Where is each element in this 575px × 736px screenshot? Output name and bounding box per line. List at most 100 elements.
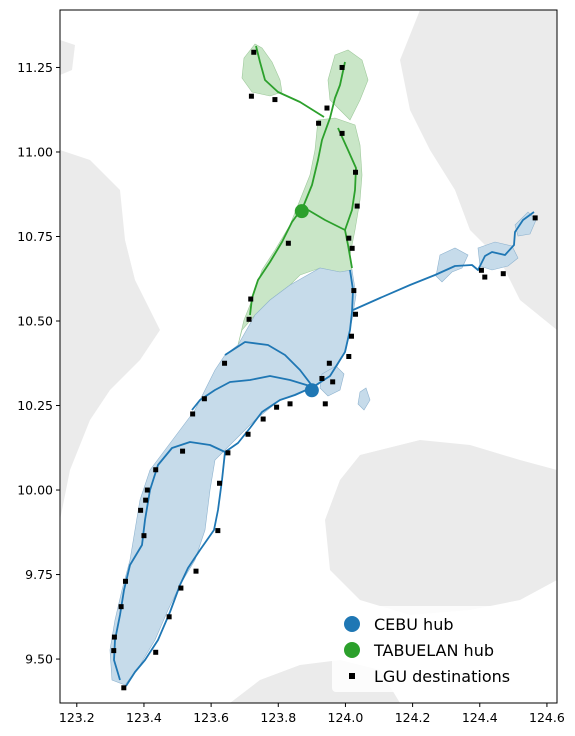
y-axis: 9.50 9.75 10.00 10.25 10.50 10.75 11.00 11.25: [17, 60, 60, 667]
camotes-islands: [435, 247, 469, 283]
lgu-destination-marker: [354, 203, 360, 209]
y-tick-label: 10.75: [17, 229, 53, 244]
lgu-destination-marker: [217, 480, 223, 486]
legend-cebu-marker: [344, 616, 360, 632]
lgu-destination-marker: [478, 267, 484, 273]
legend-lgu-marker: [349, 673, 355, 679]
legend-item-lgu: LGU destinations: [344, 664, 510, 688]
lgu-destination-marker: [141, 533, 147, 539]
lgu-destination-marker: [353, 311, 359, 317]
x-tick-label: 124.6: [529, 710, 565, 725]
lgu-destination-marker: [353, 169, 359, 175]
lgu-destination-marker: [153, 467, 159, 473]
lgu-destination-marker: [118, 604, 124, 610]
lgu-destination-marker: [285, 240, 291, 246]
cebu-route-camotes: [352, 211, 535, 311]
x-tick-label: 123.8: [260, 710, 296, 725]
lgu-destination-marker: [482, 274, 488, 280]
legend-lgu-label: LGU destinations: [374, 666, 511, 686]
lgu-destination-marker: [330, 379, 336, 385]
lgu-destination-marker: [111, 648, 117, 654]
lgu-destination-marker: [248, 93, 254, 99]
lgu-destination-marker: [222, 360, 228, 366]
lgu-destination-marker: [348, 333, 354, 339]
x-tick-label: 123.2: [59, 710, 95, 725]
lgu-destination-marker: [316, 120, 322, 126]
lgu-destination-marker: [178, 585, 184, 591]
negros-island: [60, 150, 160, 520]
hubs: [294, 204, 319, 398]
lgu-destination-marker: [532, 215, 538, 221]
lgu-destination-marker: [166, 614, 172, 620]
lgu-destination-marker: [251, 49, 257, 55]
y-tick-label: 10.50: [17, 314, 53, 329]
lgu-destination-marker: [193, 568, 199, 574]
tabuelan-north-east-lobe: [327, 49, 369, 121]
legend: CEBU hub TABUELAN hub LGU destinations: [332, 606, 548, 692]
x-tick-label: 124.0: [328, 710, 364, 725]
x-axis: 123.2 123.4 123.6 123.8 124.0 124.2 124.4 124.6: [59, 703, 565, 725]
camotes-east: [477, 241, 519, 271]
lgu-destination-marker: [245, 431, 251, 437]
lgu-destination-marker: [272, 97, 278, 103]
legend-tabuelan-marker: [344, 642, 360, 658]
lgu-destination-marker: [500, 271, 506, 277]
lgu-destination-marker: [144, 487, 150, 493]
lgu-destination-marker: [111, 634, 117, 640]
tabuelan-route-east: [302, 127, 357, 231]
y-tick-label: 11.25: [17, 60, 53, 75]
cebu-main-body: [109, 267, 357, 686]
x-tick-label: 124.2: [395, 710, 431, 725]
lgu-destination-marker: [121, 685, 127, 691]
lgu-destination-marker: [346, 354, 352, 359]
cebu-route-south-east: [125, 386, 314, 687]
tabuelan-route-southeast: [344, 229, 353, 269]
tabuelan-route-north-west: [255, 45, 325, 118]
lgu-destination-marker: [225, 450, 231, 456]
samar-corner: [520, 10, 557, 60]
lgu-destination-marker: [319, 375, 325, 381]
bohol-island: [325, 440, 557, 615]
lgu-destination-marker: [339, 130, 345, 136]
lgu-destination-marker: [274, 404, 280, 410]
lgu-destination-marker: [180, 448, 186, 454]
legend-cebu-label: CEBU hub: [374, 614, 454, 634]
y-tick-label: 11.00: [17, 144, 53, 159]
lgu-destination-marker: [143, 497, 149, 503]
lgu-destination-marker: [339, 64, 345, 70]
olango-island: [357, 387, 371, 411]
camotes-ponson: [514, 211, 537, 237]
negros-north-tip: [60, 40, 75, 75]
x-tick-label: 123.6: [193, 710, 229, 725]
tabuelan-hub-marker: [294, 204, 309, 219]
cebu-route-north: [224, 341, 314, 388]
plot-frame: [59, 9, 558, 704]
background-land: [60, 10, 557, 703]
y-tick-label: 9.75: [25, 567, 53, 582]
lgu-destination-marker: [248, 296, 254, 302]
y-tick-label: 10.25: [17, 398, 53, 413]
lgu-destination-marker: [324, 105, 330, 111]
cebu-hub-marker: [304, 383, 319, 398]
legend-tabuelan-label: TABUELAN hub: [374, 640, 494, 660]
lgu-destination-marker: [346, 235, 352, 241]
lgu-destination-marker: [349, 245, 355, 251]
y-tick-label: 9.50: [25, 652, 53, 667]
lgu-destination-marker: [246, 316, 252, 322]
legend-item-cebu-hub: CEBU hub: [344, 612, 454, 636]
lgu-destination-marker: [322, 401, 328, 407]
lgu-destination-marker: [287, 401, 293, 407]
lgu-destination-marker: [260, 416, 266, 422]
legend-item-tabuelan-hub: TABUELAN hub: [344, 638, 494, 662]
lgu-destination-marker: [138, 507, 144, 513]
lgu-destination-marker: [190, 411, 196, 417]
lgu-destination-marker: [215, 528, 221, 534]
y-tick-label: 10.00: [17, 483, 53, 498]
lgu-destination-marker: [122, 578, 128, 584]
lgu-destination-marker: [153, 649, 159, 655]
x-tick-label: 123.4: [126, 710, 162, 725]
lgu-destination-marker: [326, 360, 332, 366]
tabuelan-route-north: [302, 61, 346, 208]
x-tick-label: 124.4: [462, 710, 498, 725]
